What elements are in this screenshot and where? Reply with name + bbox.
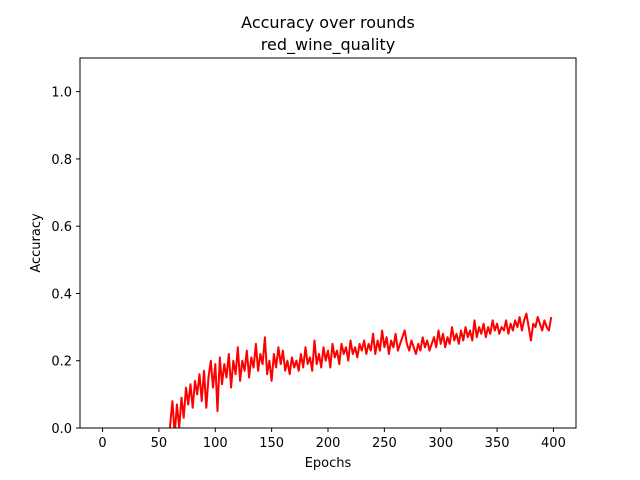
accuracy-series-line bbox=[168, 312, 553, 428]
x-tick-label: 200 bbox=[316, 436, 341, 451]
y-tick-label: 0.0 bbox=[51, 422, 72, 437]
x-tick-label: 300 bbox=[428, 436, 453, 451]
y-tick-label: 1.0 bbox=[51, 86, 72, 101]
x-tick-label: 350 bbox=[485, 436, 510, 451]
x-tick-label: 150 bbox=[259, 436, 284, 451]
y-tick-label: 0.4 bbox=[51, 287, 72, 302]
x-tick-label: 400 bbox=[541, 436, 566, 451]
y-tick-label: 0.8 bbox=[51, 153, 72, 168]
y-axis-label: Accuracy bbox=[29, 213, 44, 273]
x-axis-label: Epochs bbox=[305, 456, 352, 471]
x-tick-label: 50 bbox=[151, 436, 168, 451]
chart-subtitle: red_wine_quality bbox=[261, 35, 395, 55]
x-tick-label: 0 bbox=[98, 436, 106, 451]
series-layer bbox=[168, 312, 553, 428]
plot-frame bbox=[79, 57, 577, 429]
y-axis: 0.0 0.2 0.4 0.6 0.8 1.0 bbox=[51, 86, 80, 437]
chart-title: Accuracy over rounds bbox=[241, 13, 415, 32]
x-tick-label: 100 bbox=[203, 436, 228, 451]
y-tick-label: 0.2 bbox=[51, 355, 72, 370]
x-tick-label: 250 bbox=[372, 436, 397, 451]
x-axis: 0 50 100 150 200 250 300 350 400 bbox=[98, 428, 566, 451]
y-tick-label: 0.6 bbox=[51, 220, 72, 235]
